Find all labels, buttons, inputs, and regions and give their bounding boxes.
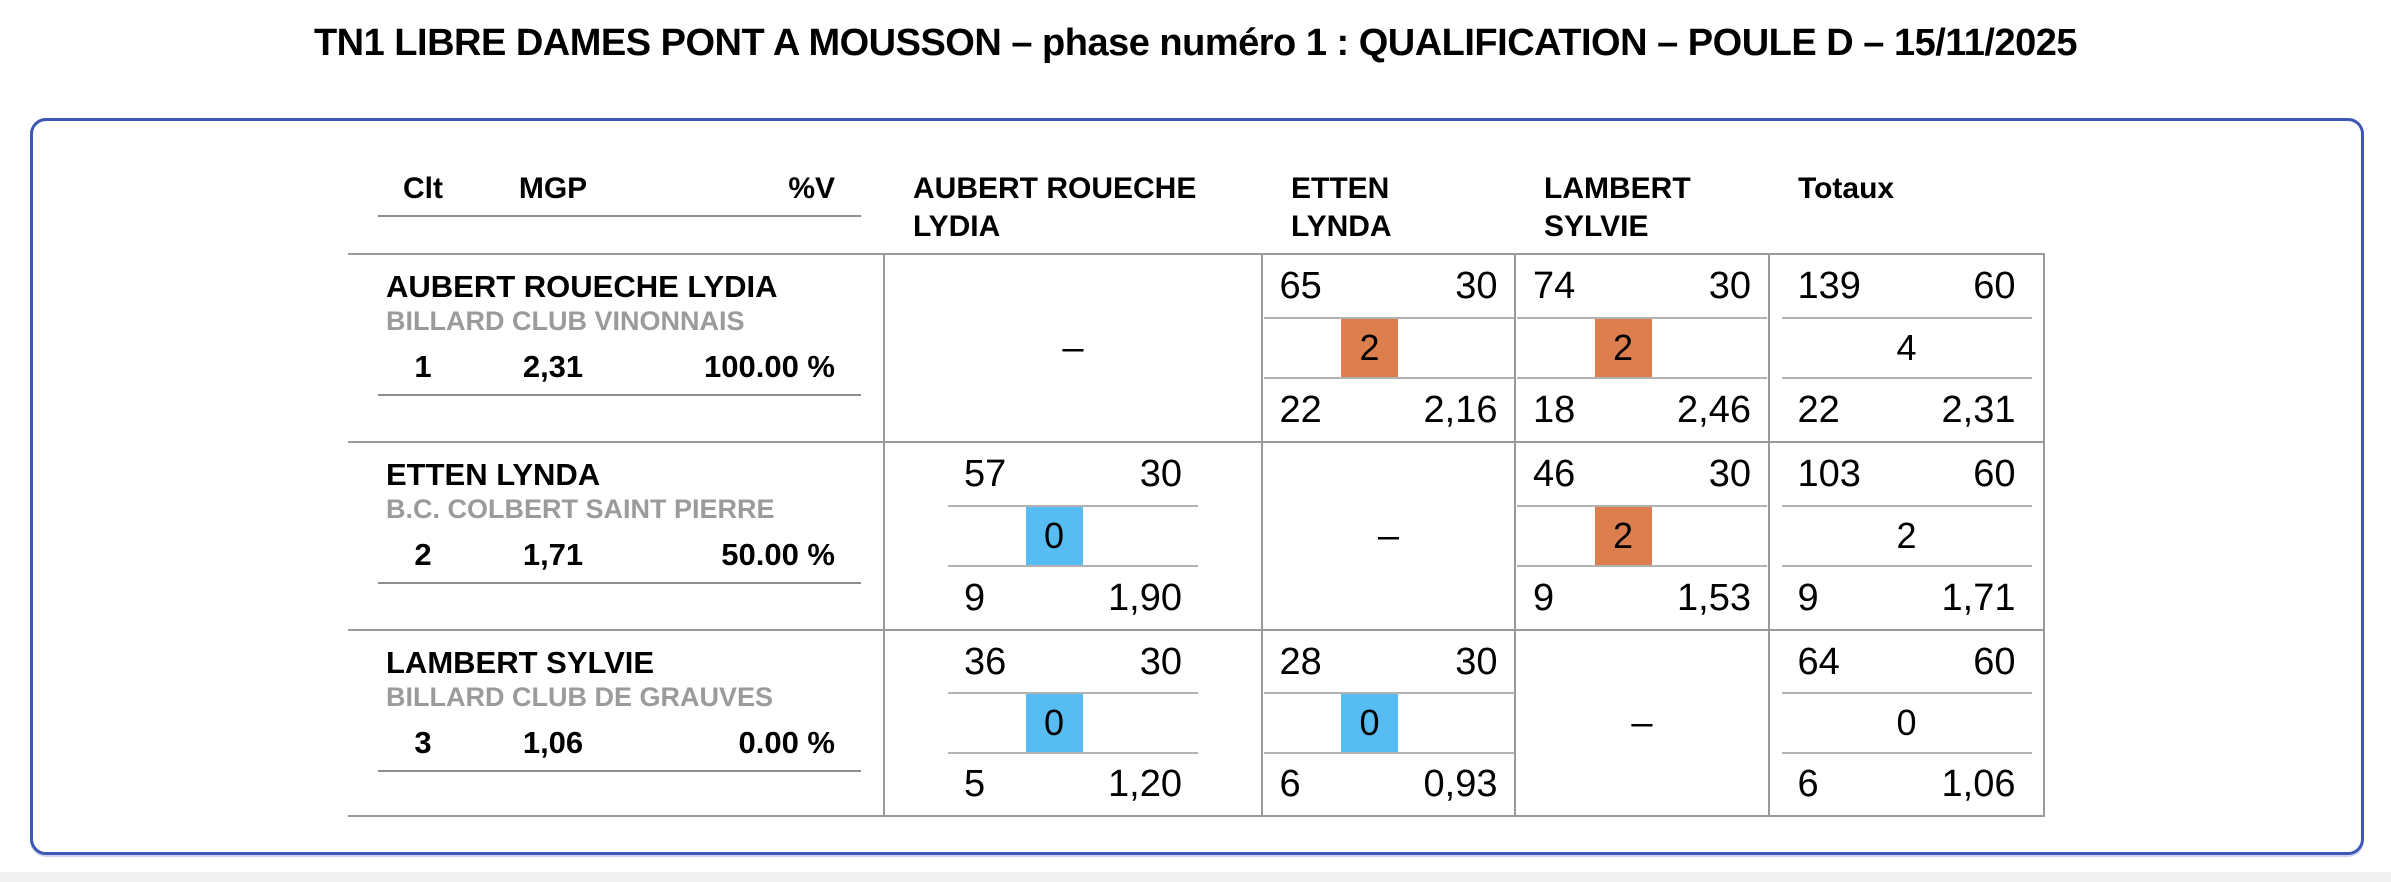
match-points: 65: [1279, 265, 1322, 307]
player-average: 2,31: [522, 349, 584, 384]
player-name: LAMBERT SYLVIE: [386, 645, 655, 680]
self-match-cell: –: [1261, 441, 1514, 629]
match-average: 1,20: [1108, 763, 1182, 806]
self-match-cell: –: [1514, 629, 1768, 817]
player-club: BILLARD CLUB VINONNAIS: [386, 306, 745, 336]
total-match-points: 2: [1896, 515, 1917, 556]
totals-cell: 103 60 2 9 1,71: [1768, 441, 2045, 629]
player-stats: 3 1,06 0.00 %: [378, 725, 861, 772]
match-best-run: 9: [1533, 577, 1555, 619]
player-average: 1,06: [522, 725, 584, 760]
match-points-badge: 2: [1594, 507, 1652, 565]
total-best-run: 9: [1797, 577, 1819, 619]
match-average: 0,93: [1423, 763, 1498, 806]
header-opponent-lambert: LAMBERT SYLVIE: [1544, 172, 1691, 244]
match-cell: 46 30 2 9 1,53: [1514, 441, 1768, 629]
match-best-run: 9: [964, 577, 986, 619]
player-average: 1,71: [522, 537, 584, 572]
player-win-pct: 100.00 %: [704, 349, 835, 384]
match-average: 2,16: [1423, 389, 1498, 431]
player-win-pct: 50.00 %: [721, 537, 835, 572]
match-points-badge: 0: [1341, 694, 1398, 752]
total-best-run: 22: [1797, 389, 1840, 431]
match-points: 57: [964, 453, 1007, 495]
match-average: 2,46: [1677, 389, 1751, 431]
self-dash: –: [1631, 701, 1653, 744]
page-bottom-edge: [0, 872, 2391, 882]
match-points-badge: 2: [1341, 319, 1398, 377]
player-row-header: LAMBERT SYLVIE BILLARD CLUB DE GRAUVES 3…: [348, 629, 883, 817]
player-win-pct: 0.00 %: [738, 725, 835, 760]
match-innings: 30: [1455, 640, 1498, 683]
match-points-badge: 0: [1025, 694, 1083, 752]
results-frame: Clt MGP %V AUBERT ROUECHE LYDIA ETTEN LY…: [30, 118, 2364, 855]
player-rank: 3: [414, 725, 432, 760]
match-points-badge: 0: [1025, 507, 1083, 565]
match-average: 1,53: [1677, 577, 1751, 619]
match-best-run: 22: [1279, 389, 1322, 431]
self-match-cell: –: [883, 253, 1261, 441]
match-best-run: 5: [964, 763, 986, 806]
page-title: TN1 LIBRE DAMES PONT A MOUSSON – phase n…: [313, 22, 2078, 64]
player-club: B.C. COLBERT SAINT PIERRE: [386, 494, 775, 524]
total-innings: 60: [1973, 453, 2016, 495]
total-best-run: 6: [1797, 763, 1819, 806]
total-match-points: 0: [1896, 701, 1917, 743]
player-rank: 1: [414, 349, 432, 384]
total-innings: 60: [1973, 265, 2016, 307]
total-average: 1,06: [1941, 763, 2016, 806]
self-dash: –: [1377, 514, 1400, 557]
match-cell: 74 30 2 18 2,46: [1514, 253, 1768, 441]
total-average: 1,71: [1941, 577, 2016, 619]
player-stats: 1 2,31 100.00 %: [378, 349, 861, 396]
pool-table: Clt MGP %V AUBERT ROUECHE LYDIA ETTEN LY…: [348, 168, 2045, 817]
match-cell: 36 30 0 5 1,20: [883, 629, 1261, 817]
self-dash: –: [1062, 326, 1084, 369]
match-cell: 57 30 0 9 1,90: [883, 441, 1261, 629]
match-best-run: 6: [1279, 763, 1301, 806]
header-totals: Totaux: [1798, 172, 1895, 205]
match-points: 46: [1533, 453, 1576, 495]
match-innings: 30: [1455, 265, 1498, 307]
match-points-badge: 2: [1594, 319, 1652, 377]
player-rank: 2: [414, 537, 432, 572]
player-club: BILLARD CLUB DE GRAUVES: [386, 682, 774, 712]
header-opponent-etten: ETTEN LYNDA: [1291, 172, 1392, 244]
match-cell: 28 30 0 6 0,93: [1261, 629, 1514, 817]
total-points: 103: [1797, 453, 1861, 495]
stats-header: Clt MGP %V: [348, 168, 883, 253]
match-best-run: 18: [1533, 389, 1576, 431]
match-average: 1,90: [1108, 577, 1182, 619]
totals-cell: 64 60 0 6 1,06: [1768, 629, 2045, 817]
match-points: 74: [1533, 265, 1576, 307]
player-row-header: ETTEN LYNDA B.C. COLBERT SAINT PIERRE 2 …: [348, 441, 883, 629]
header-mgp: MGP: [518, 172, 588, 205]
match-innings: 30: [1708, 453, 1751, 495]
match-cell: 65 30 2 22 2,16: [1261, 253, 1514, 441]
total-points: 139: [1797, 265, 1861, 307]
header-pv: %V: [788, 172, 835, 205]
player-stats: 2 1,71 50.00 %: [378, 537, 861, 584]
match-innings: 30: [1139, 453, 1182, 495]
player-name: ETTEN LYNDA: [386, 457, 601, 492]
header-opponent-aubert: AUBERT ROUECHE LYDIA: [913, 172, 1197, 244]
total-points: 64: [1797, 640, 1840, 683]
player-row-header: AUBERT ROUECHE LYDIA BILLARD CLUB VINONN…: [348, 253, 883, 441]
player-name: AUBERT ROUECHE LYDIA: [386, 269, 778, 304]
total-match-points: 4: [1896, 327, 1917, 368]
match-innings: 30: [1708, 265, 1751, 307]
match-innings: 30: [1139, 640, 1182, 683]
match-points: 36: [964, 640, 1007, 683]
match-points: 28: [1279, 640, 1322, 683]
total-average: 2,31: [1941, 389, 2016, 431]
total-innings: 60: [1973, 640, 2016, 683]
header-clt: Clt: [403, 172, 443, 205]
totals-cell: 139 60 4 22 2,31: [1768, 253, 2045, 441]
